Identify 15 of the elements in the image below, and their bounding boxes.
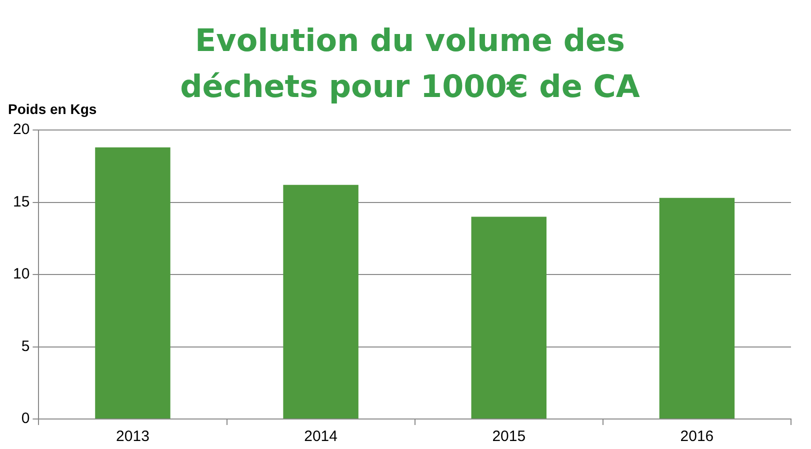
x-tick-label: 2016	[680, 428, 714, 446]
y-tick-label: 10	[12, 266, 30, 283]
bar	[659, 198, 735, 418]
x-tick-label: 2014	[304, 428, 338, 446]
y-axis-title: Poids en Kgs	[8, 101, 97, 117]
x-tick-label: 2013	[116, 428, 150, 446]
bar	[283, 184, 358, 418]
chart-title: Evolution du volume des déchets pour 1000€ de CA	[179, 22, 641, 107]
bar	[95, 147, 170, 418]
y-tick-label: 15	[12, 193, 30, 210]
y-tick-label: 0	[21, 410, 30, 428]
bar	[471, 216, 546, 418]
x-tick-label: 2015	[492, 428, 526, 446]
y-tick-label: 20	[12, 121, 30, 138]
y-tick-label: 5	[21, 338, 30, 355]
